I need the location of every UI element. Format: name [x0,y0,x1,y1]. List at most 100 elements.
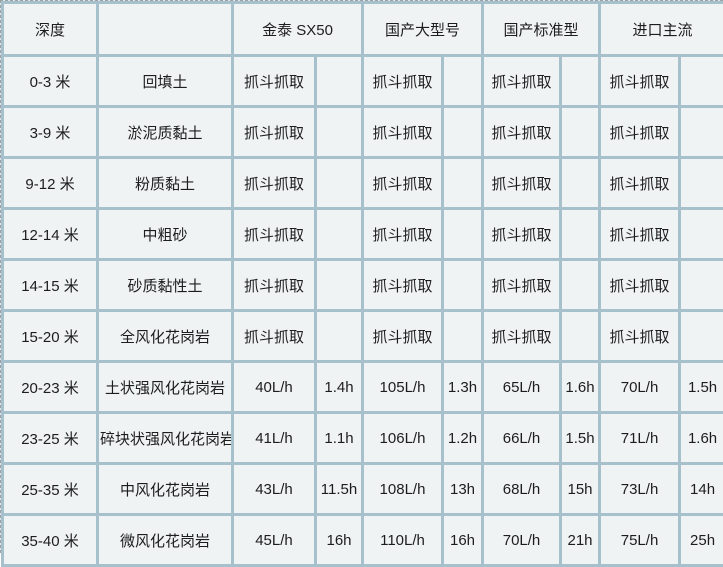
imported-value-cell: 抓斗抓取 [600,107,680,158]
soil-cell: 中风化花岗岩 [98,464,233,515]
imported-value-cell: 抓斗抓取 [600,158,680,209]
jintai-value-cell: 抓斗抓取 [233,311,316,362]
imported-time-cell [680,158,723,209]
imported-value-cell: 抓斗抓取 [600,56,680,107]
domestic-standard-value-cell: 抓斗抓取 [483,107,561,158]
domestic-large-value-cell: 抓斗抓取 [363,260,443,311]
depth-cell: 3-9 米 [3,107,98,158]
domestic-standard-time-cell: 1.5h [561,413,600,464]
imported-time-cell [680,260,723,311]
jintai-time-cell [316,56,363,107]
imported-time-cell: 25h [680,515,723,566]
depth-cell: 0-3 米 [3,56,98,107]
imported-value-cell: 抓斗抓取 [600,209,680,260]
domestic-standard-value-cell: 抓斗抓取 [483,209,561,260]
header-machine-domestic-standard: 国产标准型 [483,3,600,56]
jintai-time-cell [316,209,363,260]
imported-time-cell: 1.6h [680,413,723,464]
depth-cell: 9-12 米 [3,158,98,209]
depth-cell: 14-15 米 [3,260,98,311]
domestic-standard-time-cell [561,107,600,158]
domestic-standard-value-cell: 抓斗抓取 [483,311,561,362]
jintai-value-cell: 抓斗抓取 [233,209,316,260]
depth-cell: 15-20 米 [3,311,98,362]
domestic-standard-time-cell: 15h [561,464,600,515]
jintai-value-cell: 抓斗抓取 [233,260,316,311]
imported-time-cell [680,209,723,260]
soil-cell: 回填土 [98,56,233,107]
domestic-standard-value-cell: 66L/h [483,413,561,464]
domestic-standard-time-cell [561,311,600,362]
domestic-large-time-cell [443,311,483,362]
soil-cell: 粉质黏土 [98,158,233,209]
soil-cell: 土状强风化花岗岩 [98,362,233,413]
depth-cell: 35-40 米 [3,515,98,566]
soil-cell: 淤泥质黏土 [98,107,233,158]
domestic-standard-value-cell: 70L/h [483,515,561,566]
imported-value-cell: 抓斗抓取 [600,311,680,362]
imported-time-cell: 14h [680,464,723,515]
domestic-large-value-cell: 110L/h [363,515,443,566]
imported-value-cell: 75L/h [600,515,680,566]
domestic-large-time-cell: 13h [443,464,483,515]
domestic-large-time-cell [443,107,483,158]
soil-cell: 全风化花岗岩 [98,311,233,362]
jintai-value-cell: 43L/h [233,464,316,515]
domestic-large-value-cell: 抓斗抓取 [363,311,443,362]
imported-time-cell [680,311,723,362]
depth-cell: 20-23 米 [3,362,98,413]
jintai-time-cell: 16h [316,515,363,566]
domestic-standard-value-cell: 抓斗抓取 [483,158,561,209]
table-row: 14-15 米砂质黏性土抓斗抓取抓斗抓取抓斗抓取抓斗抓取 [3,260,723,311]
jintai-time-cell [316,311,363,362]
domestic-large-value-cell: 抓斗抓取 [363,56,443,107]
domestic-standard-value-cell: 抓斗抓取 [483,56,561,107]
domestic-large-time-cell [443,209,483,260]
table-row: 3-9 米淤泥质黏土抓斗抓取抓斗抓取抓斗抓取抓斗抓取 [3,107,723,158]
imported-value-cell: 70L/h [600,362,680,413]
domestic-standard-value-cell: 抓斗抓取 [483,260,561,311]
jintai-time-cell [316,107,363,158]
domestic-large-value-cell: 105L/h [363,362,443,413]
imported-value-cell: 抓斗抓取 [600,260,680,311]
imported-time-cell [680,107,723,158]
jintai-time-cell [316,260,363,311]
domestic-standard-time-cell [561,158,600,209]
jintai-value-cell: 抓斗抓取 [233,158,316,209]
jintai-time-cell [316,158,363,209]
table-frame: 深度 金泰 SX50 国产大型号 国产标准型 进口主流 0-3 米回填土抓斗抓取… [0,0,723,553]
jintai-time-cell: 1.1h [316,413,363,464]
domestic-large-value-cell: 108L/h [363,464,443,515]
jintai-value-cell: 41L/h [233,413,316,464]
domestic-large-time-cell [443,260,483,311]
imported-value-cell: 71L/h [600,413,680,464]
jintai-time-cell: 11.5h [316,464,363,515]
table-row: 15-20 米全风化花岗岩抓斗抓取抓斗抓取抓斗抓取抓斗抓取 [3,311,723,362]
jintai-value-cell: 抓斗抓取 [233,56,316,107]
header-machine-jintai-sx50: 金泰 SX50 [233,3,363,56]
imported-value-cell: 73L/h [600,464,680,515]
jintai-value-cell: 40L/h [233,362,316,413]
domestic-standard-value-cell: 68L/h [483,464,561,515]
domestic-large-value-cell: 106L/h [363,413,443,464]
domestic-standard-value-cell: 65L/h [483,362,561,413]
domestic-large-time-cell: 1.3h [443,362,483,413]
table-row: 12-14 米中粗砂抓斗抓取抓斗抓取抓斗抓取抓斗抓取 [3,209,723,260]
header-depth: 深度 [3,3,98,56]
domestic-large-time-cell: 1.2h [443,413,483,464]
domestic-large-time-cell [443,56,483,107]
table-row: 0-3 米回填土抓斗抓取抓斗抓取抓斗抓取抓斗抓取 [3,56,723,107]
header-soil-empty [98,3,233,56]
domestic-large-value-cell: 抓斗抓取 [363,158,443,209]
domestic-large-value-cell: 抓斗抓取 [363,209,443,260]
domestic-large-time-cell [443,158,483,209]
soil-cell: 中粗砂 [98,209,233,260]
depth-cell: 12-14 米 [3,209,98,260]
domestic-standard-time-cell [561,209,600,260]
soil-cell: 微风化花岗岩 [98,515,233,566]
domestic-standard-time-cell [561,56,600,107]
